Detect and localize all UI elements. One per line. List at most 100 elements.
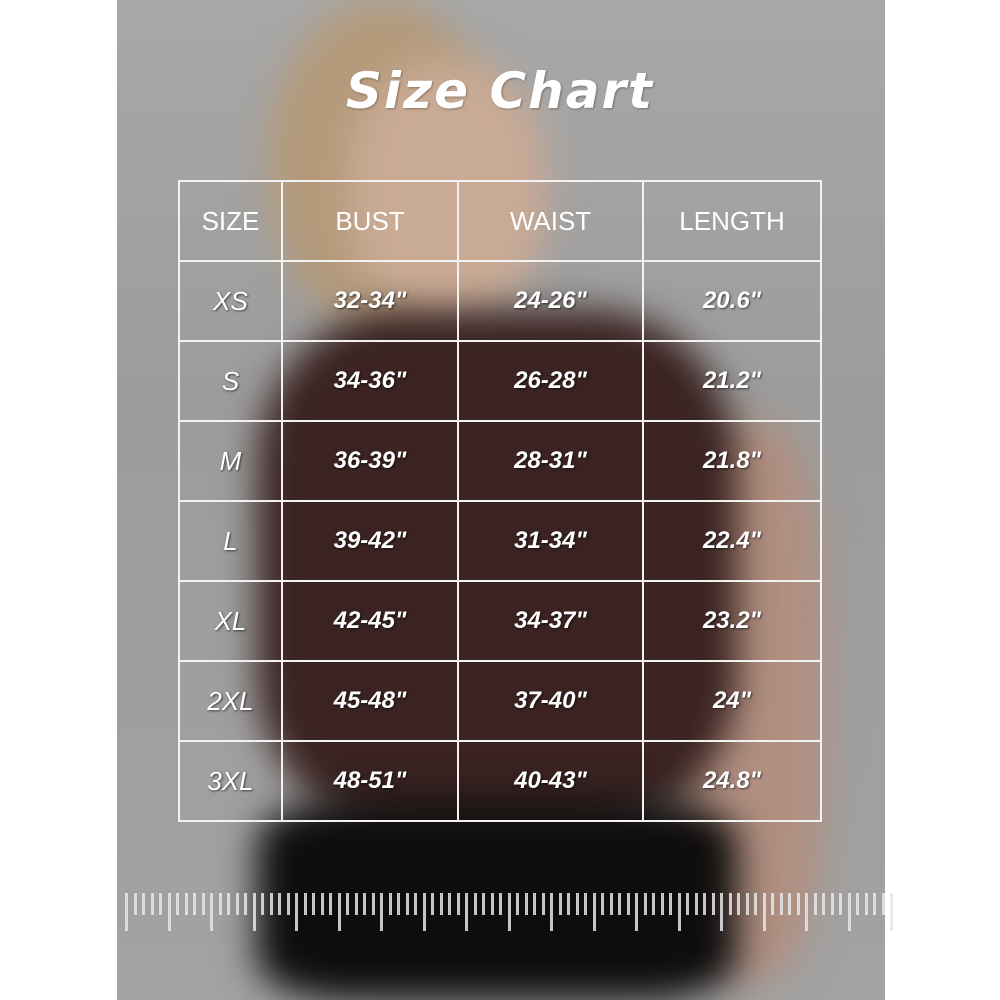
ruler-tick [711,893,715,915]
ruler-tick [805,893,808,931]
size-cell: 3XL [178,740,283,822]
table-row: S 34-36" 26-28" 21.2" [178,340,822,422]
ruler-tick [839,893,842,915]
ruler-tick [507,893,511,931]
ruler-tick [720,893,723,931]
ruler-tick [703,893,706,915]
ruler-tick [745,893,749,915]
ruler-tick [346,893,349,915]
ruler-tick [422,893,426,931]
ruler-tick [201,893,205,915]
waist-cell: 37-40" [457,660,644,742]
size-cell: M [178,420,283,502]
ruler-tick [252,893,256,931]
ruler-tick [890,893,893,931]
ruler-tick [414,893,417,915]
bust-cell: 48-51" [281,740,459,822]
ruler-tick [575,893,579,915]
ruler-tick [779,893,783,915]
ruler-tick [218,893,222,915]
ruler-tick [337,893,341,931]
ruler-tick [796,893,800,915]
ruler-tick [482,893,485,915]
length-cell: 21.8" [642,420,822,502]
ruler-tick [788,893,791,915]
ruler-tick [856,893,859,915]
header-waist: WAIST [457,180,644,262]
bust-cell: 39-42" [281,500,459,582]
ruler-tick [150,893,154,915]
ruler-tick [227,893,230,915]
length-cell: 23.2" [642,580,822,662]
ruler-tick [439,893,443,915]
ruler-tick [635,893,638,931]
bust-cell: 34-36" [281,340,459,422]
ruler-tick [490,893,494,915]
ruler-tick [830,893,834,915]
bust-cell: 45-48" [281,660,459,742]
ruler-tick [626,893,630,915]
ruler-tick [847,893,851,931]
size-cell: S [178,340,283,422]
length-cell: 21.2" [642,340,822,422]
bust-cell: 42-45" [281,580,459,662]
ruler-tick [524,893,528,915]
ruler-tick [601,893,604,915]
ruler-tick [354,893,358,915]
ruler-tick [618,893,621,915]
ruler-tick [456,893,460,915]
ruler-tick [737,893,740,915]
ruler-tick [677,893,681,931]
ruler-tick [694,893,698,915]
waist-cell: 24-26" [457,260,644,342]
ruler-tick [320,893,324,915]
ruler-tick [431,893,434,915]
ruler-tick [397,893,400,915]
ruler-tick [881,893,885,915]
ruler-tick [133,893,137,915]
ruler-tick [754,893,757,915]
ruler-tick [516,893,519,915]
ruler-tick [244,893,247,915]
ruler-tick [303,893,307,915]
ruler-tick [813,893,817,915]
ruler-tick [762,893,766,931]
ruler-tick [286,893,290,915]
ruler-tick [184,893,188,915]
size-cell: 2XL [178,660,283,742]
ruler-tick [609,893,613,915]
ruler-tick [371,893,375,915]
ruler-tick [142,893,145,915]
length-cell: 20.6" [642,260,822,342]
ruler-tick [269,893,273,915]
ruler-tick [295,893,298,931]
ruler-tick [592,893,596,931]
ruler-tick [728,893,732,915]
ruler-tick [176,893,179,915]
ruler-tick [363,893,366,915]
ruler-tick [771,893,774,915]
ruler-tick [864,893,868,915]
table-row: 3XL 48-51" 40-43" 24.8" [178,740,822,822]
header-length: LENGTH [642,180,822,262]
size-chart-title: Size Chart [345,62,655,120]
size-cell: L [178,500,283,582]
table-row: XL 42-45" 34-37" 23.2" [178,580,822,662]
ruler-tick [380,893,383,931]
measuring-ruler [117,890,893,940]
ruler-tick [473,893,477,915]
ruler-tick [159,893,162,915]
pants [257,800,737,1000]
table-row: L 39-42" 31-34" 22.4" [178,500,822,582]
ruler-tick [499,893,502,915]
ruler-tick [660,893,664,915]
bust-cell: 32-34" [281,260,459,342]
header-size: SIZE [178,180,283,262]
ruler-tick [873,893,876,915]
length-cell: 24.8" [642,740,822,822]
length-cell: 24" [642,660,822,742]
ruler-tick [405,893,409,915]
header-bust: BUST [281,180,459,262]
ruler-tick [643,893,647,915]
header-row: SIZE BUST WAIST LENGTH [178,180,822,262]
